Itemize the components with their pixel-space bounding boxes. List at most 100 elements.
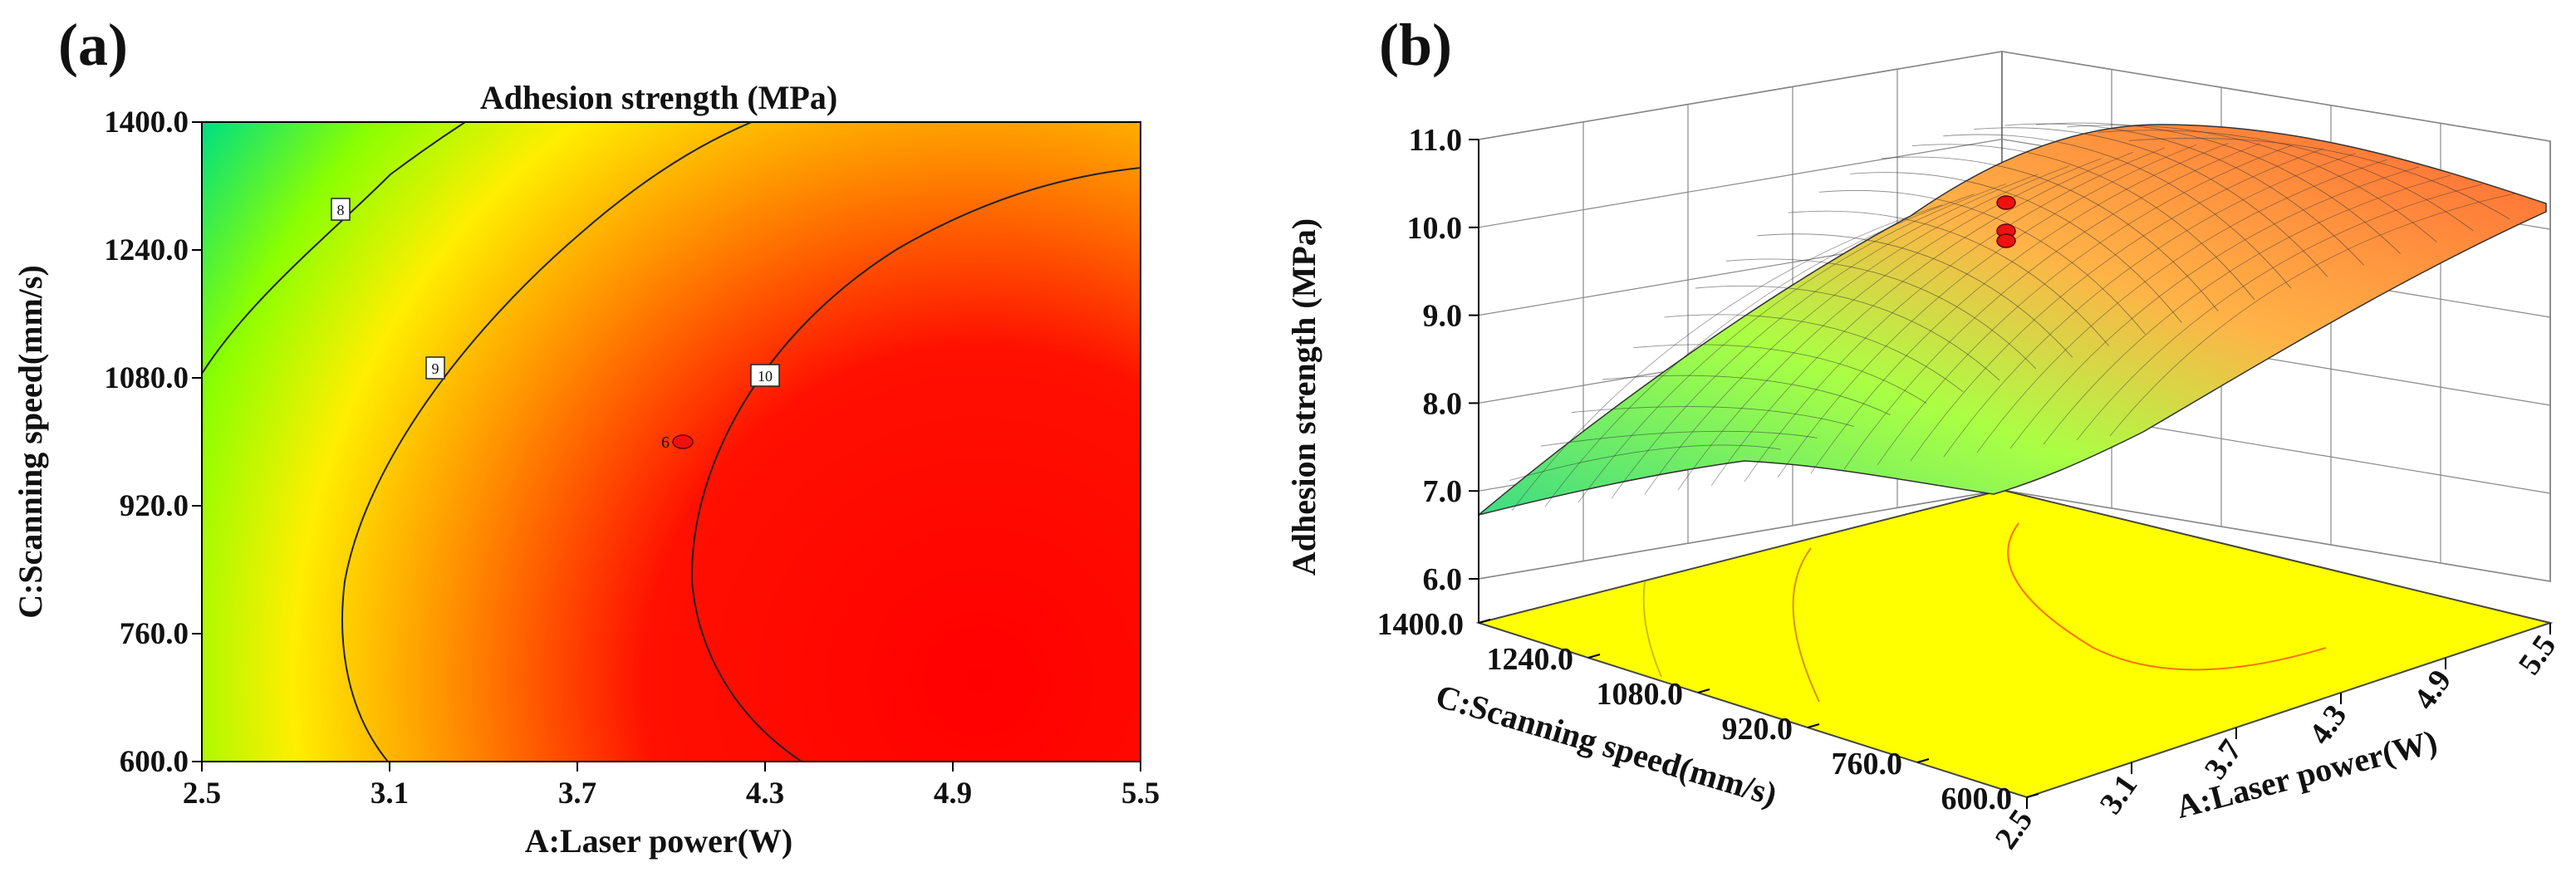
surface-mesh-line xyxy=(1910,148,2324,462)
surface-mesh-line xyxy=(2076,184,2483,441)
surface-mesh-line xyxy=(1943,153,2356,458)
floor-contours xyxy=(1642,522,2327,703)
surface-mesh-line xyxy=(1911,144,2255,301)
contour-plot-panel: (a) Adhesion strength (MPa) 8 9 10 6 2. xyxy=(12,12,1160,860)
z-tick-label: 10.0 xyxy=(1407,211,1463,246)
surface-mesh-line xyxy=(1744,147,2166,483)
plot-frame xyxy=(201,121,1141,762)
x3d-tick-label: 5.5 xyxy=(2512,629,2564,681)
y3d-tick-mark xyxy=(1478,619,1491,624)
surface-mesh-line xyxy=(2128,138,2510,220)
surface-mesh-line xyxy=(1810,143,2229,474)
y-tick-label: 1240.0 xyxy=(104,233,189,267)
y3d-tick-label: 920.0 xyxy=(1722,712,1793,747)
surface-mesh-line xyxy=(1877,145,2293,466)
y3d-tick-mark xyxy=(1697,688,1710,693)
contour-title: Adhesion strength (MPa) xyxy=(480,79,837,116)
surface-mesh-line xyxy=(2043,174,2451,445)
y3d-tick-mark xyxy=(1587,654,1601,659)
surface-mesh-line xyxy=(1577,184,2006,503)
x-tick-label: 3.7 xyxy=(558,777,596,811)
surface-grid xyxy=(1509,122,2515,512)
surface-mesh-line xyxy=(1677,158,2102,491)
surface-design-points xyxy=(1996,195,2016,248)
svg-text:6: 6 xyxy=(661,434,670,452)
surface-mesh-line xyxy=(1695,285,2000,381)
z-tick-label: 9.0 xyxy=(1423,299,1463,334)
surface-mesh-line xyxy=(2009,166,2420,449)
y3d-tick-label: 1080.0 xyxy=(1597,677,1684,712)
contour-label-9: 9 xyxy=(425,356,445,380)
y3d-tick-label: 600.0 xyxy=(1941,781,2013,816)
contour-heatmap xyxy=(202,122,1141,762)
z-tick-label: 8.0 xyxy=(1423,386,1463,421)
x-axis-label: A:Laser power(W) xyxy=(525,822,793,860)
surface-mesh-line xyxy=(2098,130,2474,232)
surface-mesh-line xyxy=(1644,165,2070,495)
surface-mesh-line xyxy=(1571,406,1854,427)
surface-mesh-line xyxy=(1633,344,1927,404)
design-point: 6 xyxy=(661,434,694,452)
surface-mesh-line xyxy=(2067,125,2437,243)
panel-b-label: (b) xyxy=(1379,12,1452,78)
z-tick-label: 11.0 xyxy=(1409,123,1462,158)
y3d-tick-mark xyxy=(1916,758,1930,763)
surface-mesh-line xyxy=(1818,189,2146,335)
response-surface xyxy=(1478,124,2547,516)
x-tick-label: 5.5 xyxy=(1121,777,1160,811)
surface-mesh-line xyxy=(1710,152,2133,487)
contour-label-10: 10 xyxy=(750,364,780,387)
y-tick-label: 600.0 xyxy=(120,745,189,779)
surface-mesh-line xyxy=(2035,122,2401,254)
y-axis-label: C:Scanning speed(mm/s) xyxy=(12,265,49,619)
surface-mesh-line xyxy=(1881,156,2219,312)
surface-mesh-line xyxy=(1726,258,2037,370)
contour-line-10 xyxy=(690,167,1141,762)
x-tick-label: 2.5 xyxy=(183,777,221,811)
contour-line-9 xyxy=(341,121,753,762)
surface-mesh-line xyxy=(1943,134,2292,289)
x3d-tick-label: 4.3 xyxy=(2303,698,2354,751)
surface-mesh-line xyxy=(1788,210,2109,346)
panel-a-label: (a) xyxy=(58,12,128,78)
y-tick-label: 1400.0 xyxy=(104,105,189,140)
contour-line-8 xyxy=(201,121,466,375)
wall-grid-line xyxy=(1478,51,2551,142)
x3d-tick-label: 3.1 xyxy=(2093,768,2145,821)
surface-mesh-line xyxy=(1974,127,2328,277)
y3d-tick-mark xyxy=(2026,793,2039,798)
surface-plot-panel: (b) 6.0 7.0 8.0 9.0 10.0 11.0 1400.0 1240.0 1080… xyxy=(1285,12,2563,855)
contour-label-8: 8 xyxy=(331,198,351,221)
z-axis-label: Adhesion strength (MPa) xyxy=(1285,218,1322,576)
surface-mesh-line xyxy=(1976,159,2387,453)
surface-mesh-line xyxy=(1611,174,2039,499)
x-tick-label: 4.3 xyxy=(746,777,784,811)
surface-mesh-line xyxy=(1540,430,1818,447)
y3d-tick-label: 1400.0 xyxy=(1377,607,1465,642)
y3d-tick-mark xyxy=(1807,723,1820,728)
x-tick-label: 4.9 xyxy=(934,777,972,811)
y3d-tick-label: 1240.0 xyxy=(1487,642,1574,677)
x-tick-label: 3.1 xyxy=(370,777,409,811)
y-tick-label: 760.0 xyxy=(120,617,189,651)
surface-mesh-line xyxy=(2004,123,2365,266)
surface-mesh-line xyxy=(1777,144,2197,478)
y-tick-label: 1080.0 xyxy=(104,361,189,395)
z-tick-label: 6.0 xyxy=(1423,562,1463,597)
svg-text:9: 9 xyxy=(432,360,439,377)
z-tick-label: 7.0 xyxy=(1423,474,1463,509)
surface-mesh-line xyxy=(1664,314,1964,393)
x3d-tick-label: 4.9 xyxy=(2407,664,2459,716)
y-tick-label: 920.0 xyxy=(120,489,189,523)
surface-mesh-line xyxy=(1602,375,1891,415)
y3d-tick-label: 760.0 xyxy=(1832,747,1903,781)
surface-mesh-line xyxy=(1544,194,1975,507)
svg-text:8: 8 xyxy=(337,202,345,218)
surface-mesh-line xyxy=(1843,143,2260,470)
surface-mesh-line xyxy=(1509,444,1781,481)
surface-mesh-line xyxy=(2109,193,2515,437)
svg-text:10: 10 xyxy=(758,368,773,385)
surface-mesh-line xyxy=(1757,233,2073,358)
surface-mesh-line xyxy=(1850,172,2182,323)
